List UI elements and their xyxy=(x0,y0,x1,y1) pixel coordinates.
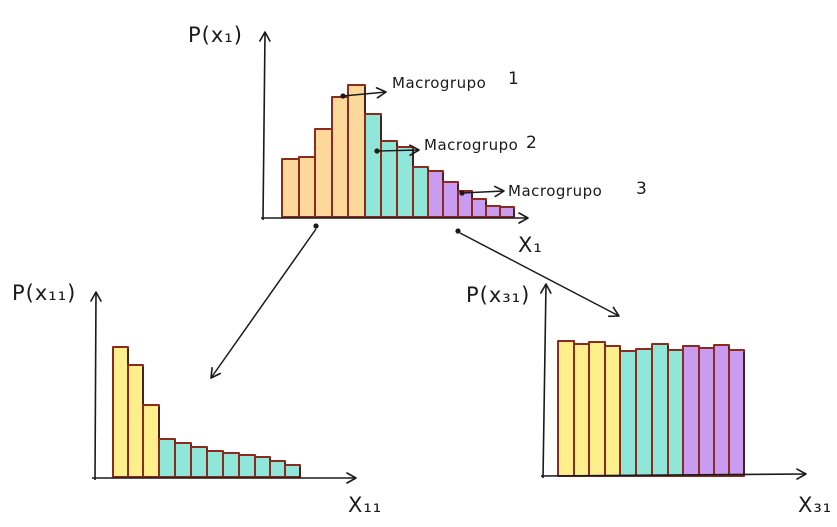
bar-macrogroup-3 xyxy=(485,205,501,218)
bar-macrogroup-2 xyxy=(619,350,637,477)
top-bars xyxy=(281,84,515,218)
annotation-label: Macrogrupo xyxy=(508,182,602,200)
bar-macrogroup-2 xyxy=(364,113,382,218)
bar-macrogroup-3 xyxy=(499,206,515,218)
bar-macrogroup-1 xyxy=(573,343,590,477)
bar-macrogroup-2 xyxy=(158,438,176,478)
bar-macrogroup-3 xyxy=(728,349,745,477)
bar-macrogroup-3 xyxy=(442,181,459,218)
right-y-axis-label: P(x₃₁) xyxy=(466,283,530,307)
top-histogram: P(x₁) X₁ Macrogrupo 1 Macrogrupo 2 Macro… xyxy=(188,23,647,257)
connector-arrows xyxy=(210,223,620,379)
annotation-arrow xyxy=(342,87,387,99)
connector-dot-right xyxy=(455,228,461,234)
top-y-axis-label: P(x₁) xyxy=(188,23,243,47)
annotation-arrow xyxy=(376,144,420,157)
bar-macrogroup-1 xyxy=(127,364,144,478)
connector-dot-left xyxy=(313,223,319,229)
connector-arrow-right xyxy=(459,232,620,318)
left-bars xyxy=(112,346,301,478)
connector-arrow-left xyxy=(210,228,317,379)
bar-macrogroup-2 xyxy=(284,464,301,478)
bar-macrogroup-1 xyxy=(298,156,316,218)
bar-macrogroup-3 xyxy=(713,344,730,477)
bar-macrogroup-1 xyxy=(112,346,129,478)
left-y-axis-label: P(x₁₁) xyxy=(12,281,76,305)
bar-macrogroup-2 xyxy=(174,442,192,478)
bar-macrogroup-1 xyxy=(281,158,300,218)
annotation-macrogroup-3: Macrogrupo 3 xyxy=(459,179,647,200)
bar-macrogroup-2 xyxy=(238,454,256,478)
annotation-macrogroup-2: Macrogrupo 2 xyxy=(374,133,537,157)
bar-macrogroup-1 xyxy=(588,341,606,477)
bar-macrogroup-2 xyxy=(206,450,224,478)
bar-macrogroup-2 xyxy=(412,166,429,218)
right-x-axis-label: X₃₁ xyxy=(798,493,832,517)
left-y-axis xyxy=(90,291,102,481)
right-x-axis xyxy=(540,468,807,480)
bar-macrogroup-3 xyxy=(682,345,700,477)
annotation-label: Macrogrupo xyxy=(392,74,486,92)
bar-macrogroup-2 xyxy=(667,349,684,477)
bar-macrogroup-3 xyxy=(698,347,715,477)
bar-macrogroup-1 xyxy=(347,84,366,218)
bar-macrogroup-1 xyxy=(331,96,349,218)
bar-macrogroup-3 xyxy=(471,198,487,218)
annotation-number: 1 xyxy=(508,69,519,89)
right-y-axis xyxy=(540,283,552,479)
bar-macrogroup-1 xyxy=(142,404,160,478)
bar-macrogroup-2 xyxy=(190,446,208,478)
bar-macrogroup-3 xyxy=(457,190,473,218)
bar-macrogroup-1 xyxy=(314,128,333,218)
annotation-number: 3 xyxy=(636,179,647,199)
left-x-axis-label: X₁₁ xyxy=(348,493,382,517)
annotation-arrow xyxy=(461,185,505,198)
annotation-label: Macrogrupo xyxy=(424,136,518,154)
bar-macrogroup-3 xyxy=(427,170,444,218)
bar-macrogroup-2 xyxy=(651,343,669,477)
bar-macrogroup-2 xyxy=(380,140,398,218)
annotation-number: 2 xyxy=(526,133,537,153)
top-y-axis xyxy=(259,31,271,221)
bar-macrogroup-2 xyxy=(222,452,240,478)
right-histogram: P(x₃₁) X₃₁ xyxy=(466,283,832,517)
left-histogram: P(x₁₁) X₁₁ xyxy=(12,281,382,517)
bar-macrogroup-2 xyxy=(254,456,271,478)
bar-macrogroup-2 xyxy=(635,348,653,477)
right-bars xyxy=(557,340,745,477)
bar-macrogroup-2 xyxy=(269,460,286,478)
annotation-macrogroup-1: Macrogrupo 1 xyxy=(340,69,519,99)
bar-macrogroup-2 xyxy=(396,146,414,218)
bar-macrogroup-1 xyxy=(604,345,621,477)
top-x-axis-label: X₁ xyxy=(518,233,543,257)
bar-macrogroup-1 xyxy=(557,340,575,477)
